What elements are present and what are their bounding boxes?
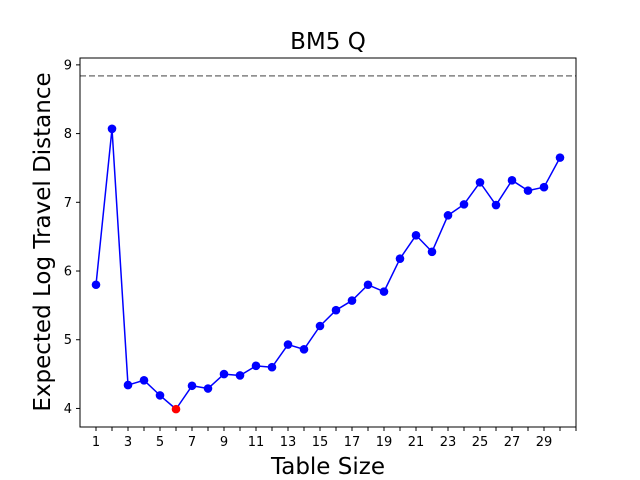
data-point <box>316 322 325 331</box>
data-point <box>524 186 533 195</box>
data-point <box>508 176 517 185</box>
x-tick-label: 7 <box>188 435 196 450</box>
data-point <box>412 231 421 240</box>
data-point <box>332 306 341 315</box>
x-tick-label: 17 <box>344 435 361 450</box>
data-point <box>428 247 437 256</box>
data-point <box>364 280 373 289</box>
x-tick-label: 13 <box>280 435 297 450</box>
y-tick-label: 8 <box>64 127 72 142</box>
y-tick-label: 4 <box>64 402 72 417</box>
highlight-point <box>172 405 181 414</box>
x-tick-label: 21 <box>408 435 425 450</box>
x-tick-label: 3 <box>124 435 132 450</box>
y-tick-label: 9 <box>64 58 72 73</box>
data-point <box>300 345 309 354</box>
data-point <box>140 376 149 385</box>
y-tick-label: 6 <box>64 265 72 280</box>
data-point <box>156 391 165 400</box>
x-tick-label: 19 <box>376 435 393 450</box>
data-point <box>92 280 101 289</box>
y-tick-label: 5 <box>64 333 72 348</box>
x-tick-label: 29 <box>536 435 553 450</box>
data-point <box>380 287 389 296</box>
y-axis-title: Expected Log Travel Distance <box>30 72 56 411</box>
data-point <box>268 363 277 372</box>
data-point <box>220 370 229 379</box>
data-point <box>252 362 261 371</box>
x-tick-label: 25 <box>472 435 489 450</box>
data-point <box>204 384 213 393</box>
data-point <box>236 371 245 380</box>
data-point <box>476 178 485 187</box>
data-point <box>188 381 197 390</box>
x-axis-title: Table Size <box>270 454 385 480</box>
data-point <box>444 211 453 220</box>
x-tick-label: 1 <box>92 435 100 450</box>
x-tick-label: 5 <box>156 435 164 450</box>
data-point <box>460 200 469 209</box>
x-tick-label: 23 <box>440 435 457 450</box>
x-tick-label: 27 <box>504 435 521 450</box>
data-point <box>492 201 501 210</box>
data-point <box>124 381 133 390</box>
data-point <box>396 254 405 263</box>
data-point <box>540 183 549 192</box>
x-tick-label: 15 <box>312 435 329 450</box>
data-point <box>348 296 357 305</box>
y-tick-label: 7 <box>64 196 72 211</box>
x-tick-label: 11 <box>248 435 265 450</box>
chart-title: BM5 Q <box>290 29 366 55</box>
data-point <box>556 153 565 162</box>
data-point <box>284 340 293 349</box>
data-point <box>108 124 117 133</box>
x-tick-label: 9 <box>220 435 228 450</box>
plot-background <box>80 58 576 427</box>
